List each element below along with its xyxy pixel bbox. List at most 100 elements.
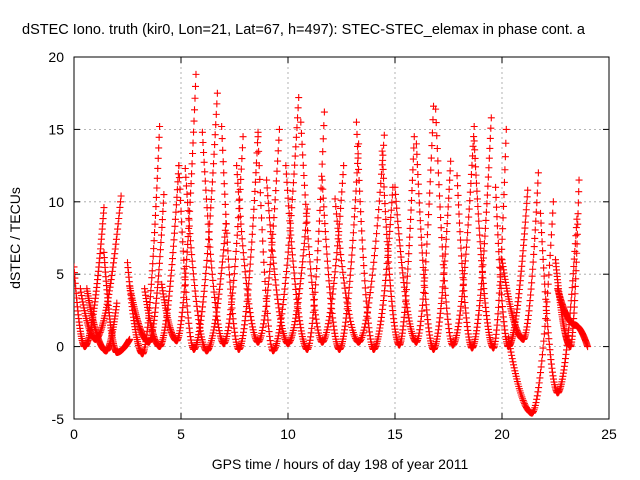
x-tick-label: 20	[494, 426, 510, 442]
data-point	[319, 135, 327, 143]
data-point	[259, 237, 267, 245]
data-point	[198, 128, 206, 136]
data-point	[445, 185, 453, 193]
data-point	[114, 220, 122, 228]
data-point	[293, 124, 301, 132]
data-point	[346, 277, 354, 285]
data-point	[193, 302, 201, 310]
x-tick-label: 5	[177, 426, 185, 442]
data-point	[188, 160, 196, 168]
data-point	[385, 241, 393, 249]
data-point	[325, 277, 333, 285]
data-point	[531, 226, 539, 234]
data-point	[404, 258, 412, 266]
data-point	[308, 284, 316, 292]
data-point	[261, 278, 269, 286]
data-point	[191, 282, 199, 290]
data-point	[169, 255, 177, 263]
data-point	[445, 325, 453, 333]
data-point	[532, 208, 540, 216]
data-point	[272, 177, 280, 185]
data-point	[295, 94, 303, 102]
data-point	[455, 319, 463, 327]
data-point	[238, 235, 246, 243]
data-point	[402, 296, 410, 304]
data-point	[313, 256, 321, 264]
data-point	[211, 293, 219, 301]
data-point	[202, 186, 210, 194]
data-point	[195, 316, 203, 324]
data-point	[238, 144, 246, 152]
data-point	[239, 249, 247, 257]
data-point	[272, 286, 280, 294]
data-point	[281, 334, 289, 342]
data-point	[380, 183, 388, 191]
data-point	[324, 271, 332, 279]
data-point	[192, 342, 200, 350]
data-point	[458, 297, 466, 305]
data-point	[233, 162, 241, 170]
data-point	[357, 335, 365, 343]
data-point	[332, 203, 340, 211]
data-point	[499, 214, 507, 222]
data-point	[483, 200, 491, 208]
data-point	[296, 285, 304, 293]
data-point	[459, 274, 467, 282]
data-points	[74, 70, 592, 417]
data-point	[519, 396, 527, 404]
data-point	[466, 197, 474, 205]
data-point	[192, 70, 200, 78]
data-point	[454, 182, 462, 190]
data-point	[209, 282, 217, 290]
data-point	[380, 191, 388, 199]
data-point	[202, 195, 210, 203]
data-point	[239, 242, 247, 250]
data-point	[417, 317, 425, 325]
data-point	[221, 190, 229, 198]
data-point	[187, 189, 195, 197]
data-point	[169, 249, 177, 257]
data-point	[351, 333, 359, 341]
data-point	[292, 133, 300, 141]
data-point	[332, 255, 340, 263]
data-point	[218, 123, 226, 131]
data-point	[187, 336, 195, 344]
data-point	[318, 160, 326, 168]
data-point	[469, 142, 477, 150]
data-point	[419, 256, 427, 264]
data-point	[465, 205, 473, 213]
data-point	[572, 224, 580, 232]
data-point	[344, 307, 352, 315]
data-point	[340, 274, 348, 282]
data-point	[171, 222, 179, 230]
data-point	[286, 217, 294, 225]
data-point	[179, 247, 187, 255]
data-point	[523, 193, 531, 201]
satellite-pass	[158, 70, 200, 345]
data-point	[533, 392, 541, 400]
data-point	[274, 147, 282, 155]
satellite-pass	[453, 114, 495, 352]
data-point	[294, 104, 302, 112]
data-point	[188, 251, 196, 259]
data-point	[215, 324, 223, 332]
data-point	[330, 274, 338, 282]
data-point	[458, 267, 466, 275]
data-point	[543, 309, 551, 317]
data-point	[186, 230, 194, 238]
data-point	[437, 224, 445, 232]
data-point	[492, 203, 500, 211]
data-point	[183, 302, 191, 310]
data-point	[251, 178, 259, 186]
data-point	[412, 140, 420, 148]
data-point	[193, 307, 201, 315]
data-point	[189, 149, 197, 157]
data-point	[276, 312, 284, 320]
data-point	[269, 222, 277, 230]
data-point	[156, 253, 164, 261]
data-point	[292, 290, 300, 298]
data-point	[150, 245, 158, 253]
data-point	[268, 241, 276, 249]
data-point	[442, 291, 450, 299]
data-point	[283, 267, 291, 275]
